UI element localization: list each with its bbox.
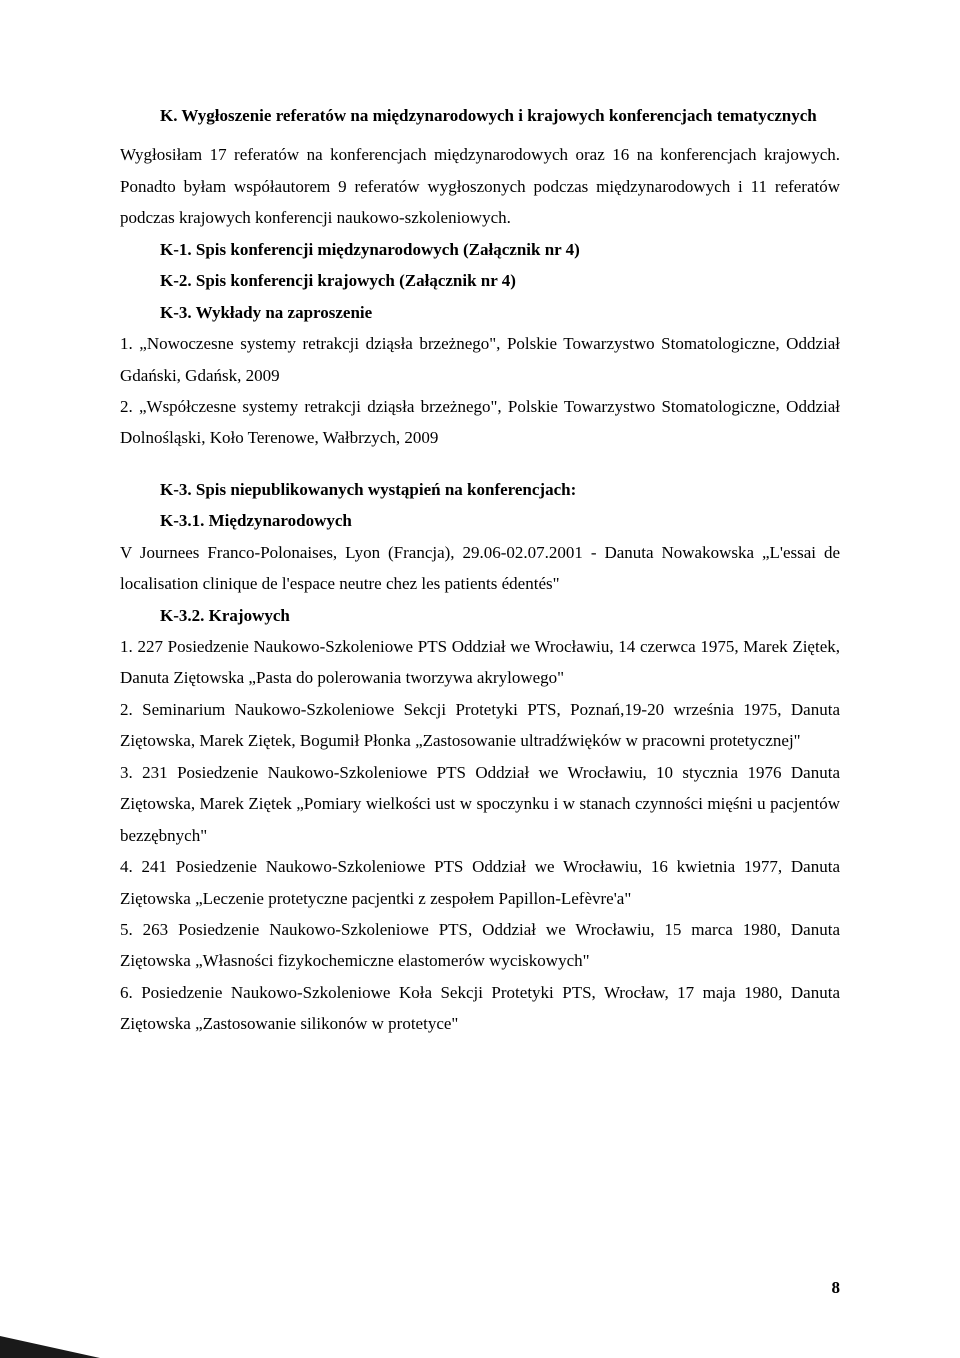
- k3-item-2: 2. „Współczesne systemy retrakcji dziąsł…: [120, 391, 840, 454]
- page-number: 8: [832, 1278, 841, 1298]
- heading-k3: K-3. Wykłady na zaproszenie: [120, 297, 840, 328]
- k3-item-1: 1. „Nowoczesne systemy retrakcji dziąsła…: [120, 328, 840, 391]
- k31-text: V Journees Franco-Polonaises, Lyon (Fran…: [120, 537, 840, 600]
- heading-k2: K-2. Spis konferencji krajowych (Załączn…: [120, 265, 840, 296]
- document-content: K. Wygłoszenie referatów na międzynarodo…: [120, 100, 840, 1040]
- paragraph-k: Wygłosiłam 17 referatów na konferencjach…: [120, 139, 840, 233]
- k32-item-6: 6. Posiedzenie Naukowo-Szkoleniowe Koła …: [120, 977, 840, 1040]
- k32-item-1: 1. 227 Posiedzenie Naukowo-Szkoleniowe P…: [120, 631, 840, 694]
- k32-item-4: 4. 241 Posiedzenie Naukowo-Szkoleniowe P…: [120, 851, 840, 914]
- heading-k3-spis: K-3. Spis niepublikowanych wystąpień na …: [120, 474, 840, 505]
- heading-k: K. Wygłoszenie referatów na międzynarodo…: [120, 100, 840, 131]
- heading-k-text: K. Wygłoszenie referatów na międzynarodo…: [160, 106, 817, 125]
- heading-k32: K-3.2. Krajowych: [120, 600, 840, 631]
- heading-k1: K-1. Spis konferencji międzynarodowych (…: [120, 234, 840, 265]
- corner-decoration: [0, 1336, 100, 1358]
- heading-k31: K-3.1. Międzynarodowych: [120, 505, 840, 536]
- k32-item-2: 2. Seminarium Naukowo-Szkoleniowe Sekcji…: [120, 694, 840, 757]
- k32-item-5: 5. 263 Posiedzenie Naukowo-Szkoleniowe P…: [120, 914, 840, 977]
- k32-item-3: 3. 231 Posiedzenie Naukowo-Szkoleniowe P…: [120, 757, 840, 851]
